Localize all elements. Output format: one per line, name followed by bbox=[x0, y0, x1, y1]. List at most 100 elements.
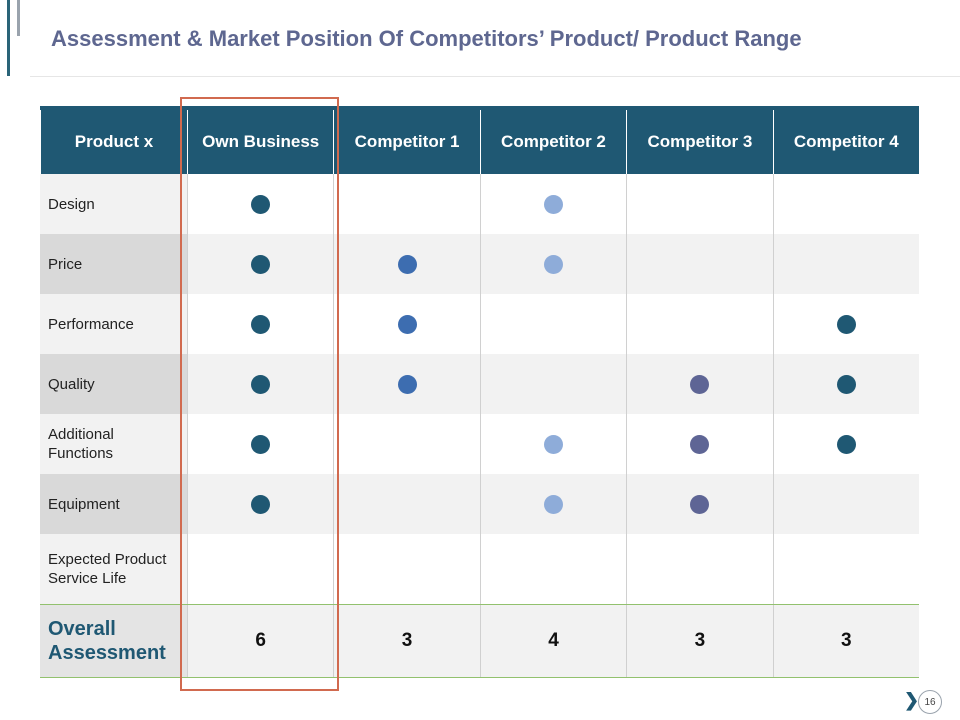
rating-cell bbox=[772, 354, 919, 414]
rating-cell bbox=[772, 474, 919, 534]
rating-cell bbox=[626, 474, 773, 534]
rating-dot-icon bbox=[251, 494, 271, 514]
rating-cell bbox=[626, 234, 773, 294]
rating-cell bbox=[626, 174, 773, 234]
header-cell: Competitor 1 bbox=[333, 110, 480, 174]
rating-cell bbox=[187, 414, 334, 474]
row-label-cell: Price bbox=[40, 234, 187, 294]
score-value: 3 bbox=[694, 630, 706, 651]
rating-cell bbox=[187, 174, 334, 234]
rating-dot-icon bbox=[690, 434, 710, 454]
score-value: 6 bbox=[255, 630, 266, 651]
rating-dot-icon bbox=[836, 314, 856, 334]
rating-cell bbox=[479, 354, 627, 414]
accent-bar-secondary bbox=[17, 0, 20, 36]
row-label: Equipment bbox=[48, 495, 120, 513]
row-label: Design bbox=[48, 195, 95, 213]
header-cell: Product x bbox=[40, 110, 187, 174]
table-row: Performance bbox=[40, 294, 919, 354]
rating-cell bbox=[187, 294, 334, 354]
rating-dot-icon bbox=[543, 434, 563, 454]
header-cell: Own Business bbox=[187, 110, 334, 174]
rating-cell bbox=[187, 474, 334, 534]
table-body: Design Price Performance Quality Additional … bbox=[40, 174, 919, 604]
rating-cell bbox=[772, 414, 919, 474]
score-cell: 4 bbox=[479, 605, 627, 677]
rating-cell bbox=[626, 354, 773, 414]
score-value: 3 bbox=[840, 630, 852, 651]
row-label: Quality bbox=[48, 375, 95, 393]
rating-cell bbox=[333, 354, 480, 414]
rating-cell bbox=[187, 354, 334, 414]
rating-cell bbox=[187, 534, 334, 604]
score-cell: 6 bbox=[187, 605, 334, 677]
rating-dot-icon bbox=[251, 194, 271, 214]
rating-cell bbox=[626, 294, 773, 354]
title-divider bbox=[30, 76, 960, 77]
row-label-cell: Expected Product Service Life bbox=[40, 534, 187, 604]
rating-dot-icon bbox=[251, 314, 271, 334]
rating-cell bbox=[333, 294, 480, 354]
row-label-cell: Performance bbox=[40, 294, 187, 354]
page-number: 16 bbox=[918, 690, 942, 714]
row-label-cell: Equipment bbox=[40, 474, 187, 534]
rating-dot-icon bbox=[836, 374, 856, 394]
rating-cell bbox=[772, 174, 919, 234]
comparison-table: Product x Own Business Competitor 1 Comp… bbox=[40, 106, 919, 678]
rating-dot-icon bbox=[690, 494, 710, 514]
table-row: Equipment bbox=[40, 474, 919, 534]
accent-bar bbox=[7, 0, 10, 76]
rating-cell bbox=[626, 414, 773, 474]
rating-cell bbox=[187, 234, 334, 294]
table-row: Price bbox=[40, 234, 919, 294]
table-row: Additional Functions bbox=[40, 414, 919, 474]
row-label-cell: Additional Functions bbox=[40, 414, 187, 474]
row-label-cell: Design bbox=[40, 174, 187, 234]
table-row: Design bbox=[40, 174, 919, 234]
rating-dot-icon bbox=[397, 314, 417, 334]
rating-cell bbox=[479, 234, 627, 294]
row-label: Additional Functions bbox=[48, 426, 114, 462]
rating-dot-icon bbox=[836, 434, 856, 454]
rating-dot-icon bbox=[543, 254, 563, 274]
rating-dot-icon bbox=[690, 374, 710, 394]
table-header-row: Product x Own Business Competitor 1 Comp… bbox=[40, 106, 919, 174]
rating-cell bbox=[479, 534, 627, 604]
rating-cell bbox=[626, 534, 773, 604]
rating-cell bbox=[479, 294, 627, 354]
rating-cell bbox=[333, 414, 480, 474]
row-label: Performance bbox=[48, 315, 134, 333]
row-label: Expected Product Service Life bbox=[48, 551, 167, 587]
header-cell: Competitor 2 bbox=[479, 110, 627, 174]
header-cell: Competitor 3 bbox=[626, 110, 773, 174]
rating-cell bbox=[772, 534, 919, 604]
page-title: Assessment & Market Position Of Competit… bbox=[51, 26, 802, 51]
rating-cell bbox=[333, 534, 480, 604]
rating-cell bbox=[479, 174, 627, 234]
rating-dot-icon bbox=[543, 494, 563, 514]
overall-label-cell: Overall Assessment bbox=[40, 605, 187, 677]
rating-cell bbox=[333, 474, 480, 534]
rating-dot-icon bbox=[251, 254, 271, 274]
score-value: 4 bbox=[548, 630, 559, 651]
header-cell: Competitor 4 bbox=[772, 110, 919, 174]
rating-dot-icon bbox=[251, 434, 271, 454]
rating-dot-icon bbox=[397, 254, 417, 274]
score-cell: 3 bbox=[333, 605, 480, 677]
rating-cell bbox=[333, 174, 480, 234]
rating-cell bbox=[772, 294, 919, 354]
overall-row: Overall Assessment 6 3 4 3 3 bbox=[40, 604, 919, 678]
rating-dot-icon bbox=[397, 374, 417, 394]
table-row: Quality bbox=[40, 354, 919, 414]
score-cell: 3 bbox=[772, 605, 919, 677]
rating-dot-icon bbox=[543, 194, 563, 214]
row-label-cell: Quality bbox=[40, 354, 187, 414]
rating-dot-icon bbox=[251, 374, 271, 394]
score-cell: 3 bbox=[626, 605, 773, 677]
score-value: 3 bbox=[401, 630, 413, 651]
next-slide-icon[interactable]: ❯ bbox=[904, 690, 920, 710]
rating-cell bbox=[479, 474, 627, 534]
row-label: Price bbox=[48, 255, 83, 273]
rating-cell bbox=[772, 234, 919, 294]
rating-cell bbox=[333, 234, 480, 294]
